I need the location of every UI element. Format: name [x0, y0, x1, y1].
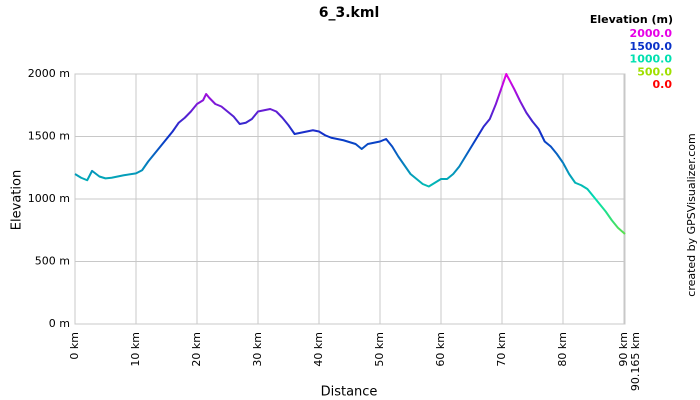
x-tick-label: 30 km — [251, 332, 264, 367]
legend-label: 1500.0 — [630, 40, 673, 53]
x-tick-label: 80 km — [556, 332, 569, 367]
x-axis-label: Distance — [321, 385, 378, 400]
credit: created by GPSVisualizer.com — [685, 133, 698, 296]
y-tick-label: 0 m — [49, 317, 70, 330]
chart-title: 6_3.kml — [319, 5, 380, 21]
y-axis-label: Elevation — [10, 170, 25, 230]
y-tick-label: 500 m — [35, 255, 70, 268]
x-tick-label: 70 km — [495, 332, 508, 367]
elevation-line — [74, 73, 626, 235]
x-tick-label: 20 km — [190, 332, 203, 367]
x-tick-label: 60 km — [434, 332, 447, 367]
legend-label: 0.0 — [653, 78, 673, 91]
y-tick-label: 1500 m — [28, 130, 70, 143]
plot-border — [74, 73, 626, 325]
legend-label: 2000.0 — [630, 27, 673, 40]
legend-title: Elevation (m) — [590, 13, 673, 26]
y-tick-label: 1000 m — [28, 192, 70, 205]
x-tick-label: 0 km — [68, 332, 81, 360]
y-tick-label: 2000 m — [28, 67, 70, 80]
x-tick-label: 90 km — [617, 332, 630, 367]
legend-label: 1000.0 — [630, 53, 673, 66]
x-tick-label: 40 km — [312, 332, 325, 367]
legend-label: 500.0 — [637, 65, 672, 78]
x-tick-label: 90.165 km — [629, 332, 642, 391]
x-tick-label: 50 km — [373, 332, 386, 367]
x-tick-label: 10 km — [129, 332, 142, 367]
